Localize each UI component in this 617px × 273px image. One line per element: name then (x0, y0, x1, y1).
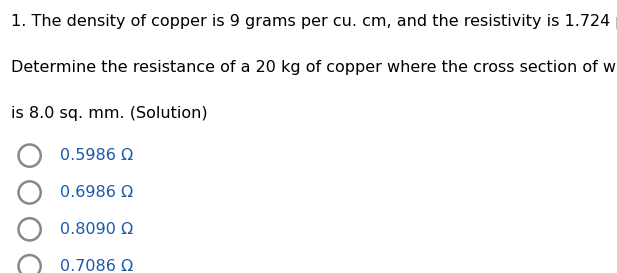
Text: 1. The density of copper is 9 grams per cu. cm, and the resistivity is 1.724 μ-c: 1. The density of copper is 9 grams per … (11, 14, 617, 29)
Text: 0.5986 Ω: 0.5986 Ω (60, 148, 134, 163)
Text: is 8.0 sq. mm. (Solution): is 8.0 sq. mm. (Solution) (11, 106, 208, 121)
Text: Determine the resistance of a 20 kg of copper where the cross section of which: Determine the resistance of a 20 kg of c… (11, 60, 617, 75)
Text: 0.8090 Ω: 0.8090 Ω (60, 222, 134, 237)
Ellipse shape (19, 181, 41, 204)
Ellipse shape (19, 255, 41, 273)
Text: 0.6986 Ω: 0.6986 Ω (60, 185, 134, 200)
Ellipse shape (19, 144, 41, 167)
Ellipse shape (19, 218, 41, 241)
Text: 0.7086 Ω: 0.7086 Ω (60, 259, 134, 273)
